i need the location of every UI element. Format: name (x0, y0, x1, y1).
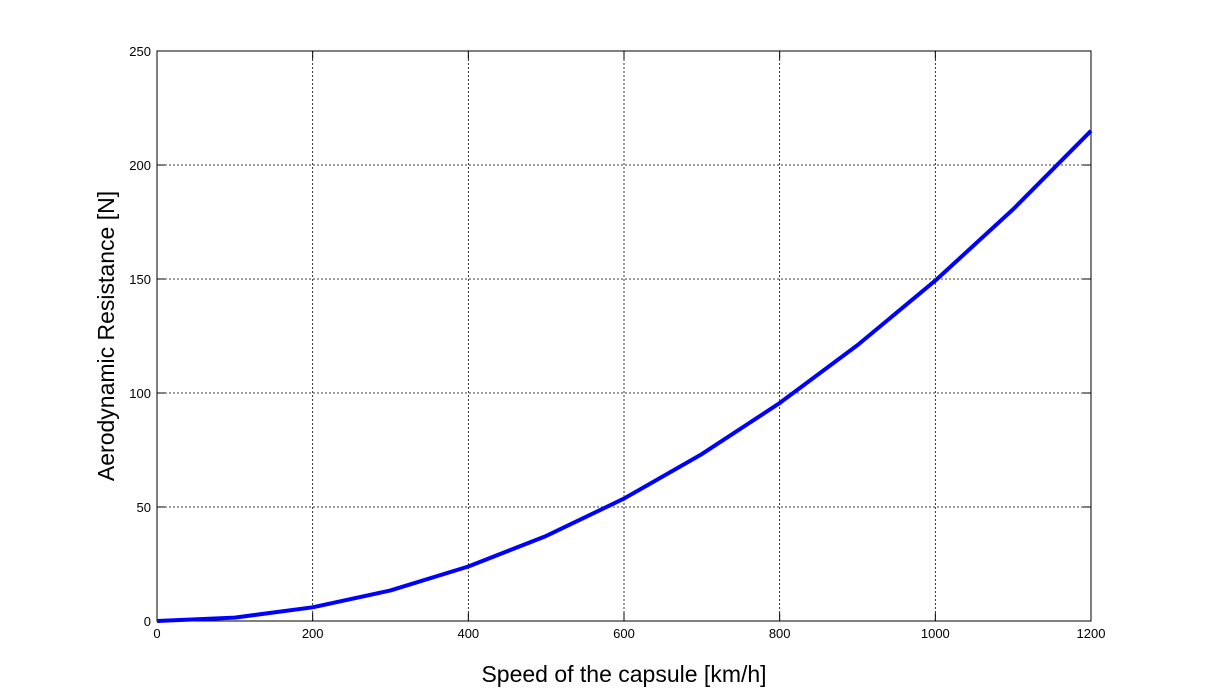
y-tick-label: 0 (144, 614, 151, 629)
data-line (156, 129, 1093, 623)
x-tick-label: 1200 (1077, 626, 1106, 641)
x-tick-label: 400 (457, 626, 479, 641)
x-axis-label: Speed of the capsule [km/h] (481, 661, 766, 687)
y-tick-label: 100 (129, 386, 151, 401)
plot-frame (156, 50, 1092, 622)
y-axis-label: Aerodynamic Resistance [N] (93, 191, 119, 481)
y-tick-label: 200 (129, 158, 151, 173)
x-tick-label: 0 (153, 626, 160, 641)
y-tick-label: 50 (137, 500, 151, 515)
x-tick-label: 200 (302, 626, 324, 641)
x-tick-label: 600 (613, 626, 635, 641)
y-tick-label: 150 (129, 272, 151, 287)
y-tick-label: 250 (129, 44, 151, 59)
x-tick-label: 1000 (921, 626, 950, 641)
x-tick-label: 800 (769, 626, 791, 641)
